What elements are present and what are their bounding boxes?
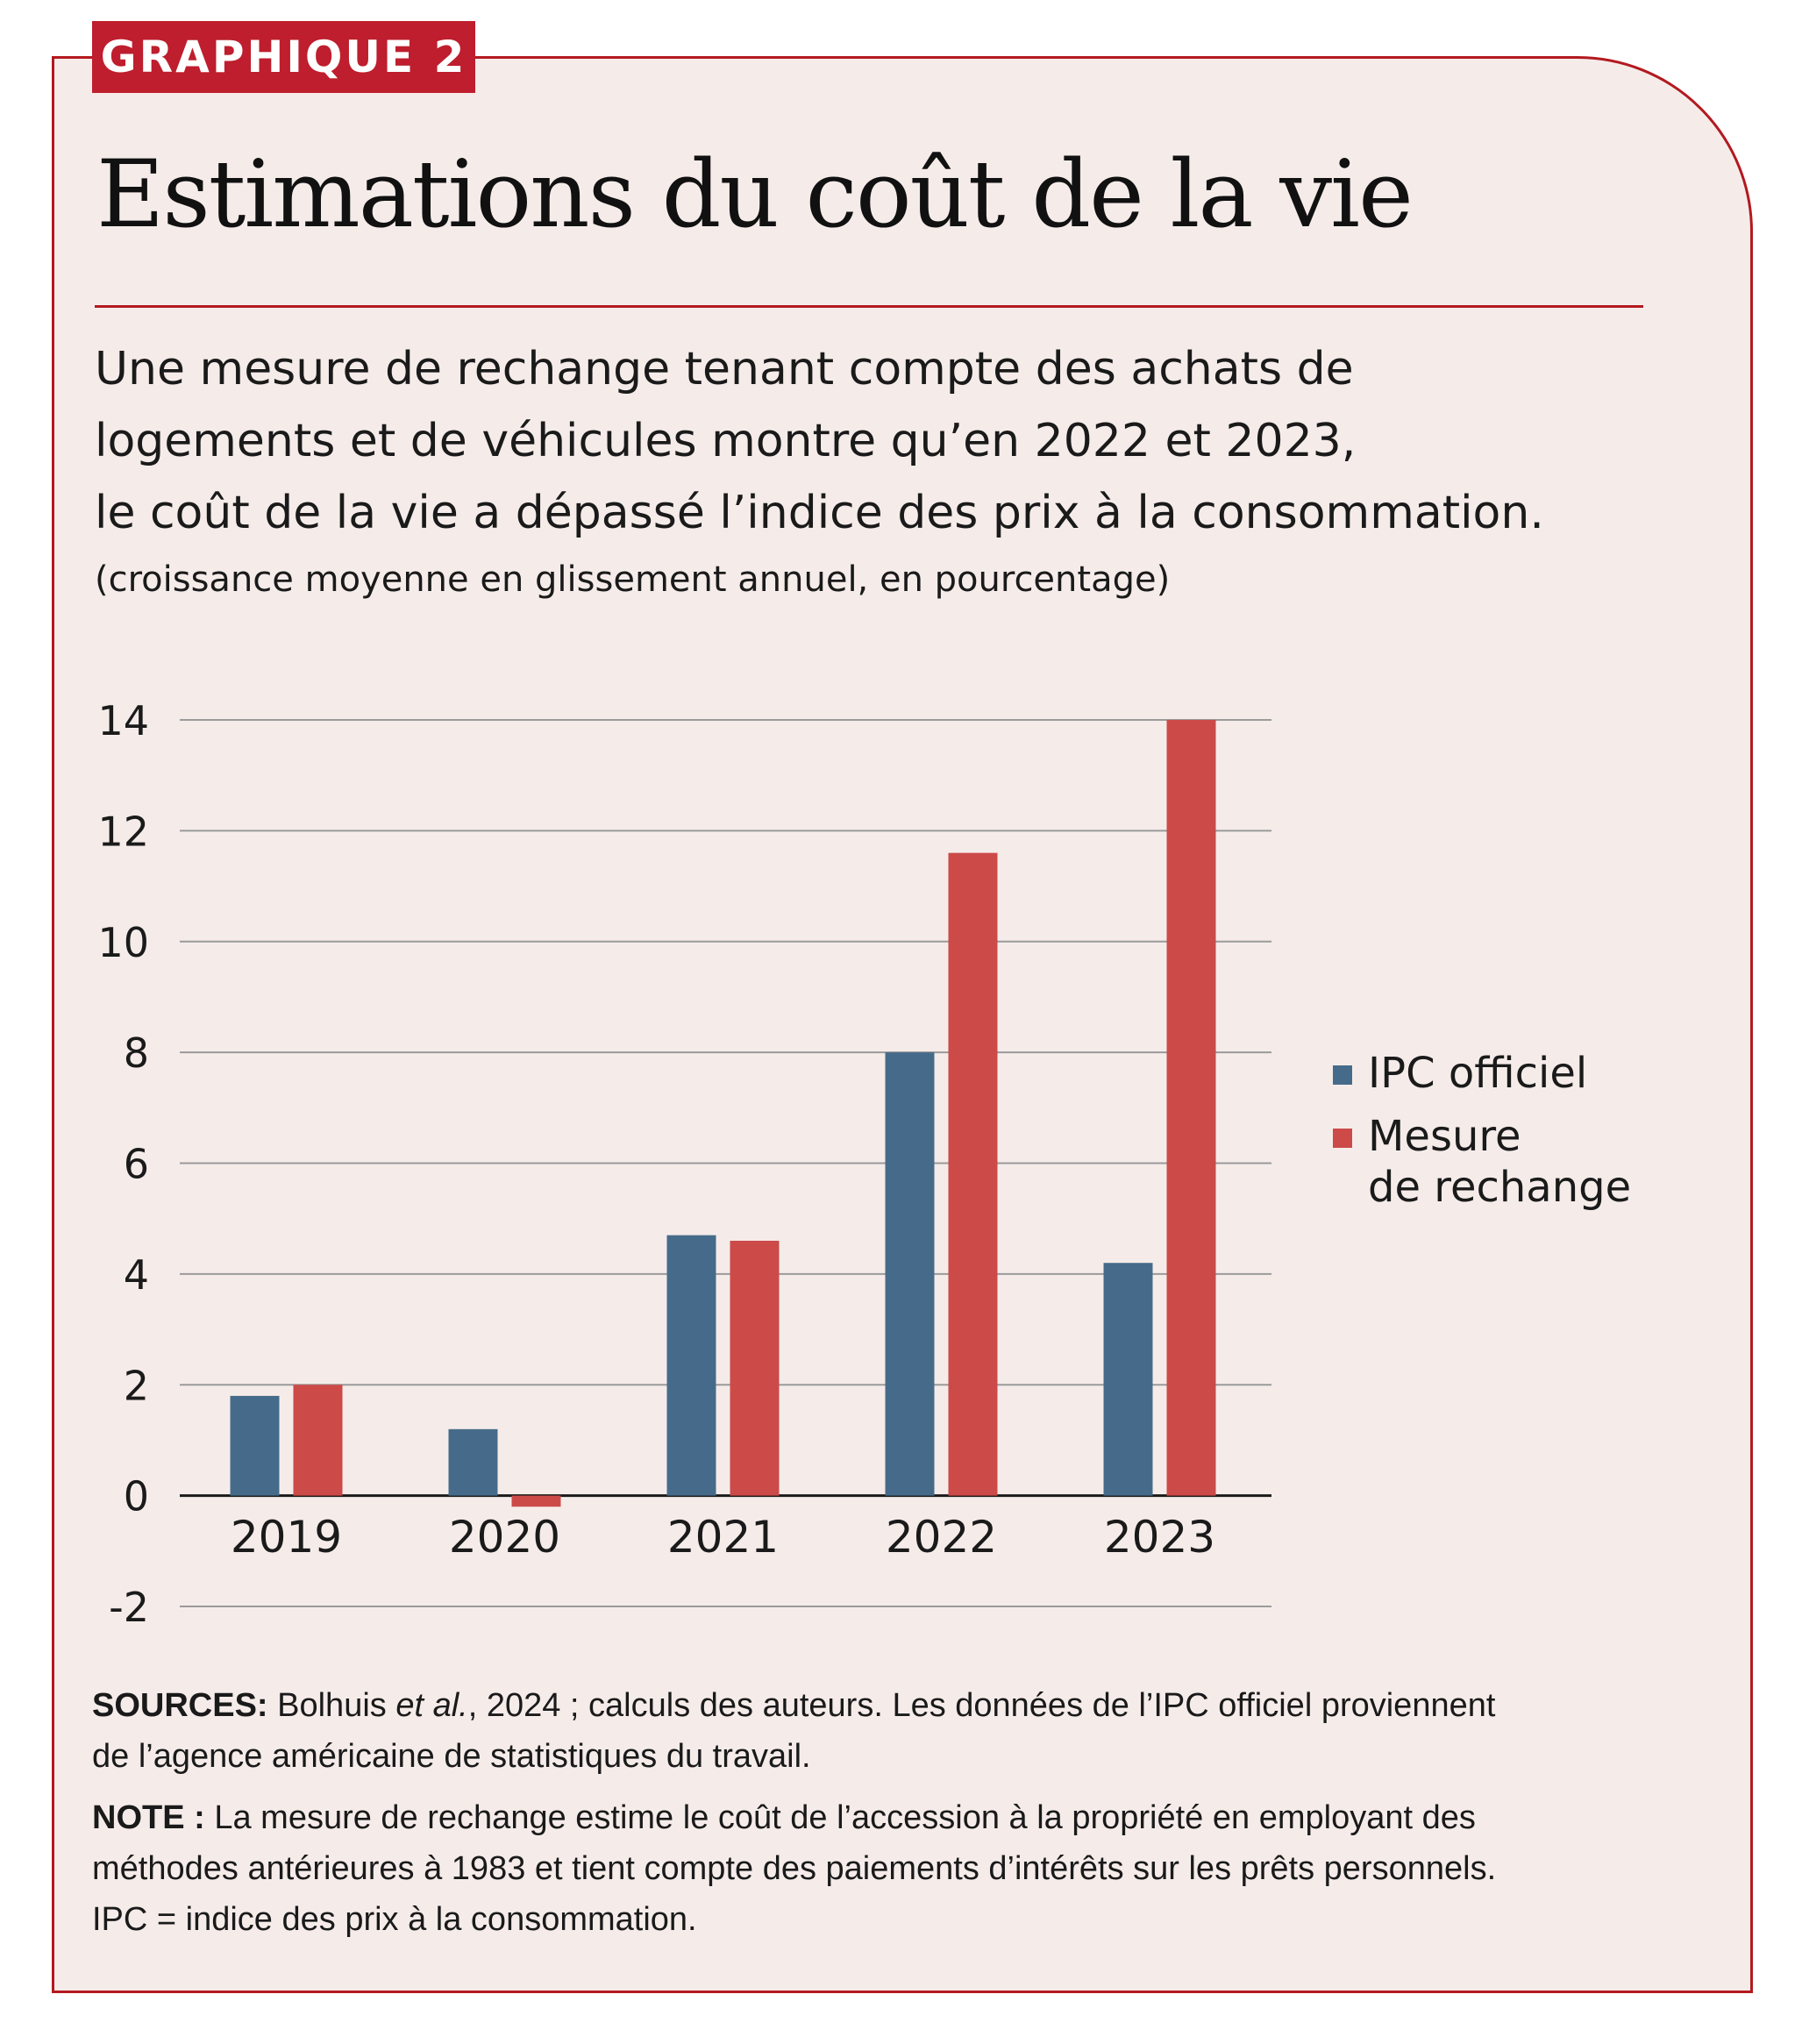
chart-subtitle: Une mesure de rechange tenant compte des…	[95, 333, 1673, 549]
sources-author: Bolhuis	[267, 1687, 396, 1724]
subtitle-line-2: logements et de véhicules montre qu’en 2…	[95, 415, 1357, 467]
sources-text-1: , 2024 ; calculs des auteurs. Les donnée…	[467, 1687, 1496, 1724]
chart-title: Estimations du coût de la vie	[96, 140, 1414, 248]
unit-label: (croissance moyenne en glissement annuel…	[95, 559, 1171, 600]
note-label: NOTE :	[92, 1799, 205, 1836]
method-note: NOTE : La mesure de rechange estime le c…	[92, 1792, 1688, 1945]
note-text-2: méthodes antérieures à 1983 et tient com…	[92, 1850, 1497, 1887]
subtitle-line-3: le coût de la vie a dépassé l’indice des…	[95, 487, 1544, 539]
chart-notes: SOURCES: Bolhuis et al., 2024 ; calculs …	[92, 1680, 1688, 1955]
title-divider	[95, 305, 1643, 308]
sources-text-2: de l’agence américaine de statistiques d…	[92, 1738, 811, 1775]
figure-tag: GRAPHIQUE 2	[92, 21, 475, 93]
sources-note: SOURCES: Bolhuis et al., 2024 ; calculs …	[92, 1680, 1688, 1782]
figure-card	[52, 56, 1753, 1993]
note-text-3: IPC = indice des prix à la consommation.	[92, 1901, 697, 1938]
subtitle-line-1: Une mesure de rechange tenant compte des…	[95, 343, 1354, 395]
note-text-1: La mesure de rechange estime le coût de …	[204, 1799, 1476, 1836]
sources-label: SOURCES:	[92, 1687, 268, 1724]
sources-etal: et al.	[395, 1687, 468, 1724]
